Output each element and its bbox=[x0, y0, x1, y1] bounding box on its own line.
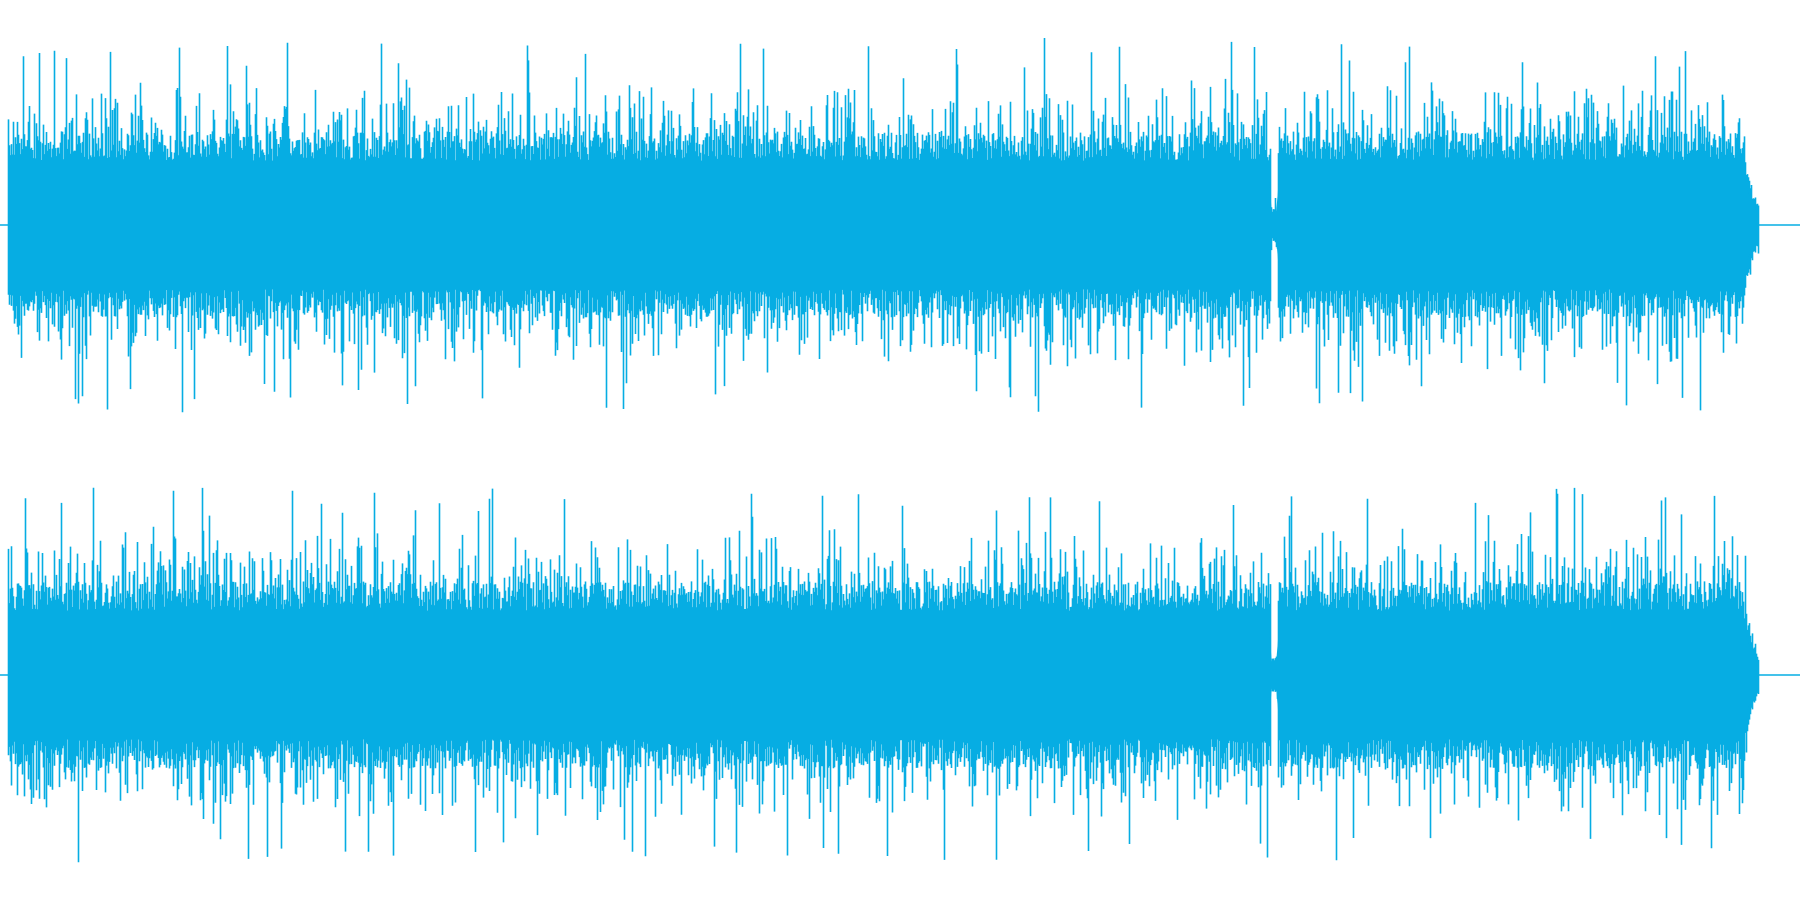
waveform-core bbox=[8, 616, 1756, 734]
waveform-channel-right bbox=[0, 487, 1800, 863]
waveform-samples bbox=[0, 38, 1800, 413]
waveform-core bbox=[8, 166, 1756, 284]
waveform-samples bbox=[0, 487, 1800, 863]
waveform-channel-left bbox=[0, 38, 1800, 413]
